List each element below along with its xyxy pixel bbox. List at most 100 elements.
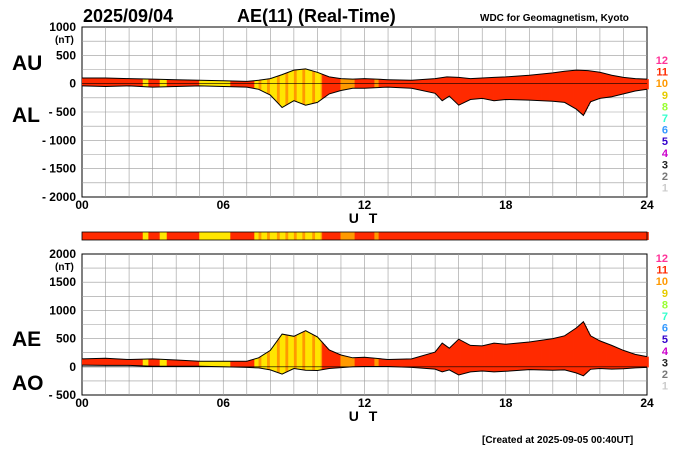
area-column [324,75,327,97]
strip-segment [562,232,565,240]
strip-segment [617,232,620,240]
area-column [644,356,646,368]
x-tick-label: 18 [499,396,513,410]
y-unit-label: (nT) [55,262,74,273]
strip-segment [175,232,178,240]
area-column [597,72,600,99]
area-column [176,360,179,367]
strip-segment [382,232,385,240]
strip-segment [275,232,278,240]
area-column [326,76,329,96]
strip-segment [473,232,476,240]
area-column [271,78,274,97]
area-column [113,358,115,366]
area-column [243,81,245,87]
area-column [245,81,248,88]
area-column [210,361,213,367]
strip-segment [508,232,511,240]
strip-segment [192,232,194,240]
strip-segment [295,232,298,240]
area-column [110,78,113,87]
legend-level-11: 11 [656,265,668,277]
area-column [83,358,86,366]
area-column [549,338,552,371]
area-column [169,359,172,367]
area-column [220,361,223,367]
strip-segment [419,232,422,240]
area-column [275,76,278,102]
area-column [452,344,454,372]
area-column [593,337,596,370]
area-column [279,75,282,106]
strip-segment [113,232,115,240]
area-column [248,360,251,368]
strip-segment [504,232,507,240]
area-column [138,359,141,366]
strip-segment [224,232,227,240]
area-column [357,357,360,367]
area-column [305,69,307,106]
strip-segment [569,232,572,240]
area-column [536,74,539,101]
area-column [450,346,453,372]
area-column [471,78,474,100]
strip-segment [384,232,387,240]
strip-segment [586,232,589,240]
strip-segment [500,232,502,240]
legend-level-5: 5 [662,136,668,148]
strip-segment [374,232,377,240]
area-column [435,351,437,370]
strip-segment [292,232,295,240]
area-column [295,335,298,369]
strip-segment [396,232,399,240]
area-column [531,74,533,101]
strip-segment [593,232,596,240]
strip-segment [406,232,409,240]
strip-segment [589,232,591,240]
area-column [466,78,469,102]
area-column [192,360,194,367]
area-column [590,336,593,370]
area-column [189,80,192,87]
strip-segment [217,232,220,240]
area-column [600,341,603,369]
area-column [436,78,439,96]
area-column [209,361,211,367]
area-column [350,357,353,367]
area-column [148,79,151,87]
legend-level-1: 1 [662,381,668,393]
y-tick-label: 500 [56,48,76,62]
strip-segment [110,232,113,240]
strip-segment [204,232,207,240]
area-column [584,70,587,112]
strip-segment [332,232,334,240]
area-column [264,353,267,369]
area-column [291,335,293,370]
strip-segment [485,232,488,240]
strip-segment [558,232,560,240]
area-column [560,336,563,370]
strip-segment [154,232,156,240]
strip-segment [490,232,493,240]
area-column [422,355,425,369]
area-column [286,335,289,372]
area-column [539,74,542,101]
area-column [180,360,183,367]
area-column [529,75,532,101]
area-column [223,361,226,367]
area-column [565,71,567,104]
strip-segment [436,232,439,240]
area-column [577,326,580,374]
strip-segment [324,232,327,240]
area-column [196,80,199,86]
strip-segment [209,232,211,240]
area-column [283,73,286,106]
area-column [121,359,124,366]
area-column [289,71,292,103]
strip-segment [565,232,567,240]
area-column [460,340,463,375]
area-column [139,78,142,87]
strip-segment [100,232,103,240]
area-column [589,70,591,104]
strip-segment [96,232,98,240]
